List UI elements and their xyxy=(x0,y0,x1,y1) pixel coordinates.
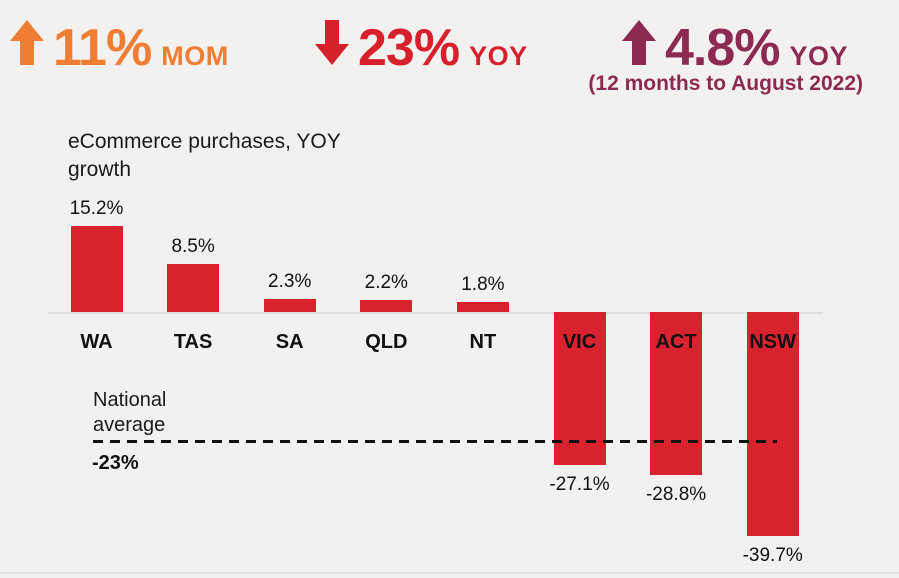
category-label-nt: NT xyxy=(469,331,497,353)
stat-yoy-value: 23% xyxy=(358,19,460,77)
stat-mom-period: MOM xyxy=(161,41,229,71)
bar-value-label-sa: 2.3% xyxy=(268,271,312,292)
arrow-stem xyxy=(632,40,646,65)
category-label-wa: WA xyxy=(80,331,113,353)
bar-value-label-act: -28.8% xyxy=(645,483,707,505)
arrow-head xyxy=(10,20,44,41)
national-average-dashed-line xyxy=(93,440,777,443)
bar-act xyxy=(650,312,703,475)
arrow-stem xyxy=(325,20,339,45)
arrow-head xyxy=(622,20,656,41)
category-label-tas: TAS xyxy=(173,331,213,353)
arrow-stem xyxy=(20,40,34,65)
category-label-sa: SA xyxy=(275,331,304,353)
category-label-nsw: NSW xyxy=(749,331,797,353)
category-label-act: ACT xyxy=(655,331,697,353)
stat-12mo-value: 4.8% xyxy=(665,19,781,77)
category-label-qld: QLD xyxy=(365,331,408,353)
bar-value-label-nsw: -39.7% xyxy=(742,545,803,567)
stat-yoy-period: YOY xyxy=(469,41,528,71)
chart-title-line1: eCommerce purchases, YOY xyxy=(68,130,341,153)
up-arrow-icon xyxy=(10,20,44,65)
stat-12mo: 4.8% YOY xyxy=(622,20,848,74)
bar-value-label-vic: -27.1% xyxy=(549,474,610,496)
bar-value-label-wa: 15.2% xyxy=(69,198,124,220)
down-arrow-icon xyxy=(315,20,349,65)
national-average-label-line1: National xyxy=(93,389,167,411)
national-average-label: National average xyxy=(93,388,166,438)
bar-value-label-tas: 8.5% xyxy=(171,235,215,257)
zero-axis-line xyxy=(48,312,823,314)
stat-12mo-note: (12 months to August 2022) xyxy=(588,72,863,95)
bar-nt xyxy=(456,301,509,312)
bar-tas xyxy=(167,263,220,312)
stat-mom-value: 11% xyxy=(53,19,152,77)
bottom-divider xyxy=(0,572,899,574)
category-label-vic: VIC xyxy=(562,331,597,353)
bar-value-label-qld: 2.2% xyxy=(364,271,408,293)
arrow-head xyxy=(315,44,349,65)
bar-nsw xyxy=(746,312,799,537)
stat-mom: 11% MOM xyxy=(10,20,229,74)
bar-wa xyxy=(70,226,123,312)
stat-12mo-period: YOY xyxy=(789,41,849,71)
stat-yoy: 23% YOY xyxy=(315,20,528,74)
up-arrow-icon xyxy=(622,20,656,65)
bar-sa xyxy=(263,299,316,312)
national-average-value: -23% xyxy=(92,452,139,474)
national-average-label-line2: average xyxy=(93,414,166,436)
bar-value-label-nt: 1.8% xyxy=(461,273,505,295)
bar-qld xyxy=(360,299,413,312)
bar-vic xyxy=(553,312,606,466)
chart-title: eCommerce purchases, YOY growth xyxy=(68,128,341,184)
chart-title-line2: growth xyxy=(68,158,132,181)
